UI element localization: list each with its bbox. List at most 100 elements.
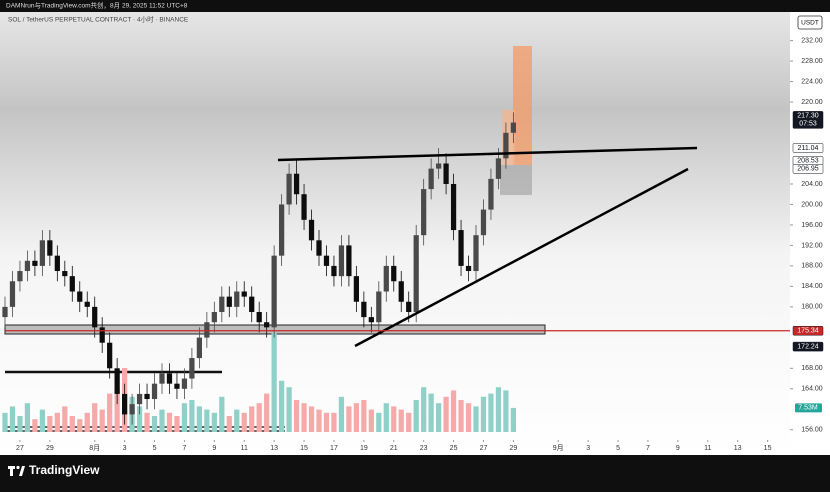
candle-body bbox=[256, 311, 262, 323]
volume-bar bbox=[264, 393, 270, 432]
volume-bar bbox=[256, 403, 262, 432]
volume-bar bbox=[47, 416, 53, 432]
candle-body bbox=[368, 317, 374, 323]
volume-bar bbox=[391, 406, 397, 432]
candle-body bbox=[211, 311, 217, 323]
volume-bar bbox=[428, 393, 434, 432]
x-tick-label: 13 bbox=[734, 445, 742, 452]
volume-bar bbox=[144, 412, 150, 432]
volume-bar bbox=[488, 393, 494, 432]
candle-body bbox=[241, 291, 247, 297]
volume-bar bbox=[2, 412, 8, 432]
candle-body bbox=[24, 260, 31, 272]
price-axis-background bbox=[790, 12, 830, 455]
symbol-title: SOL / TetherUS PERPETUAL CONTRACT · 4小时 … bbox=[8, 15, 189, 24]
price-tag-label: 206.95 bbox=[797, 166, 819, 173]
trend-line bbox=[354, 167, 689, 348]
x-tick-label: 25 bbox=[450, 445, 458, 452]
x-tick-label: 9 bbox=[676, 445, 680, 452]
candle-body bbox=[436, 163, 442, 169]
candle-body bbox=[308, 219, 315, 241]
candle-body bbox=[398, 281, 404, 302]
x-tick-label: 7 bbox=[646, 445, 650, 452]
x-tick-label: 11 bbox=[241, 445, 248, 452]
candle-body bbox=[353, 276, 359, 302]
candle-body bbox=[503, 132, 509, 159]
y-tick-label: 232.00 bbox=[801, 37, 823, 44]
candle-body bbox=[226, 296, 232, 307]
candle-body bbox=[271, 255, 277, 328]
candle-body bbox=[301, 194, 307, 220]
currency-box bbox=[797, 15, 823, 30]
volume-bar bbox=[301, 403, 307, 432]
volume-bar bbox=[136, 406, 143, 432]
candle-body bbox=[249, 296, 255, 312]
candle-body bbox=[129, 404, 135, 415]
candle-body bbox=[406, 301, 412, 312]
volume-bar bbox=[219, 396, 225, 432]
candle-body bbox=[488, 178, 494, 210]
candle-body bbox=[2, 306, 8, 318]
x-tick-label: 29 bbox=[509, 445, 517, 452]
candle-body bbox=[495, 158, 502, 179]
candle-body bbox=[376, 291, 382, 323]
price-tag-label: 208.53 bbox=[797, 158, 819, 165]
candle-body bbox=[144, 393, 150, 400]
x-tick-label: 9 bbox=[212, 445, 216, 452]
y-tick-label: 196.00 bbox=[801, 222, 823, 229]
candle-body bbox=[279, 204, 285, 256]
x-tick-label: 11 bbox=[704, 445, 711, 452]
volume-bar bbox=[107, 393, 113, 432]
price-tag-label: 175.34 bbox=[797, 328, 819, 335]
price-tag bbox=[792, 164, 824, 174]
price-tag bbox=[792, 325, 824, 336]
logo bbox=[16, 465, 20, 470]
y-tick-label: 184.00 bbox=[801, 283, 823, 290]
volume-bar bbox=[69, 416, 75, 432]
volume-bar bbox=[503, 390, 509, 432]
candle-body bbox=[39, 240, 45, 266]
currency: USDT bbox=[801, 20, 819, 27]
y-tick-label: 164.00 bbox=[801, 386, 823, 393]
candle-body bbox=[316, 240, 322, 256]
volume-bar bbox=[346, 406, 352, 432]
candle-body bbox=[99, 327, 105, 343]
volume-bar bbox=[510, 407, 516, 432]
candle-body bbox=[107, 342, 113, 369]
volume-bar bbox=[211, 412, 217, 432]
volume-bar bbox=[174, 416, 180, 432]
x-tick-label: 27 bbox=[480, 445, 488, 452]
logo bbox=[19, 466, 25, 476]
volume-bar bbox=[413, 400, 419, 432]
candle-body bbox=[473, 235, 479, 272]
x-tick-label: 13 bbox=[270, 445, 278, 452]
volume-bar bbox=[308, 406, 315, 432]
volume-bar bbox=[458, 400, 464, 432]
y-tick-label: 200.00 bbox=[801, 201, 823, 208]
volume-bar bbox=[84, 412, 90, 432]
candle-body bbox=[346, 245, 352, 277]
volume-bar bbox=[421, 387, 427, 432]
x-tick-label: 8月 bbox=[89, 444, 100, 452]
author-line: DAMNrun与TradingView.com共创，8月 29, 2025 11… bbox=[6, 1, 188, 10]
candle-body bbox=[338, 245, 345, 277]
candle-body bbox=[443, 163, 449, 184]
volume-bar bbox=[24, 403, 31, 432]
volume-bar bbox=[473, 406, 479, 432]
candle-body bbox=[219, 296, 225, 312]
candle-body bbox=[450, 183, 457, 231]
y-tick-label: 192.00 bbox=[801, 242, 823, 249]
volume-bar bbox=[196, 406, 202, 432]
price-tag bbox=[792, 143, 824, 153]
logo bbox=[10, 466, 13, 476]
candle-body bbox=[114, 368, 120, 394]
candle-body bbox=[54, 255, 60, 272]
candle-body bbox=[166, 373, 173, 384]
candle-body bbox=[293, 173, 300, 195]
stop-box bbox=[500, 165, 532, 195]
price-tag bbox=[792, 111, 824, 129]
volume-bar bbox=[62, 406, 68, 432]
candle-body bbox=[465, 265, 472, 272]
volume-bar bbox=[436, 403, 442, 432]
candle-body bbox=[159, 373, 165, 384]
